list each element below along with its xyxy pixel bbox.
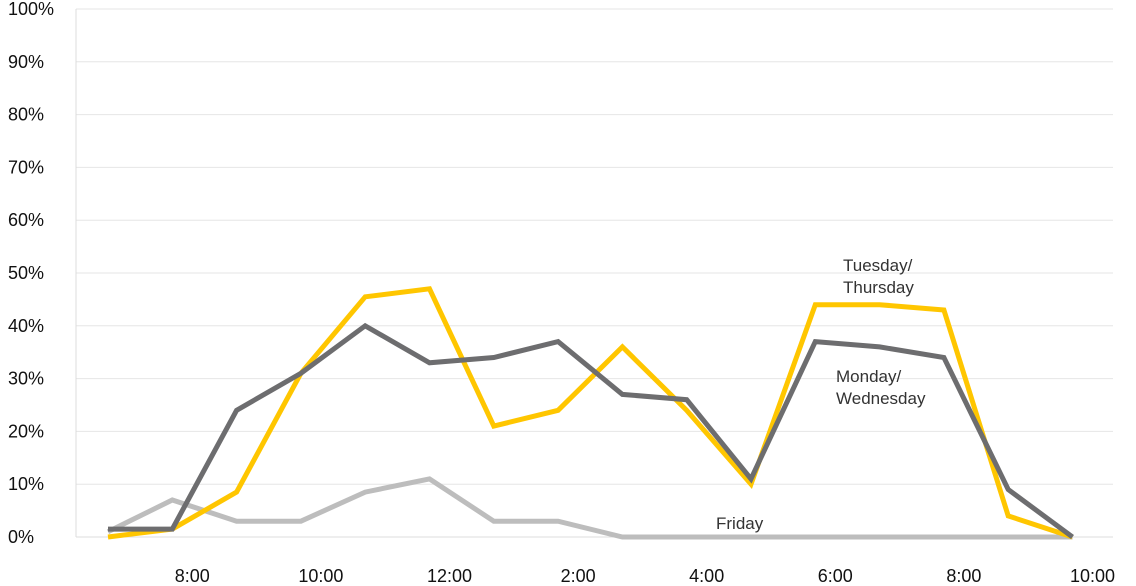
series-line-monday-wednesday bbox=[108, 322, 1074, 540]
x-tick-label: 2:00 bbox=[561, 566, 596, 586]
series-annotation-label: Thursday bbox=[843, 278, 914, 297]
y-tick-label: 50% bbox=[8, 263, 44, 283]
y-tick-label: 70% bbox=[8, 157, 44, 177]
y-tick-label: 30% bbox=[8, 369, 44, 389]
series-annotations: Tuesday/Thursday Monday/Wednesday Friday bbox=[716, 256, 926, 533]
y-tick-label: 90% bbox=[8, 52, 44, 72]
x-tick-label: 10:00 bbox=[298, 566, 343, 586]
y-tick-label: 60% bbox=[8, 210, 44, 230]
x-tick-label: 12:00 bbox=[427, 566, 472, 586]
y-tick-label: 80% bbox=[8, 105, 44, 125]
y-tick-label: 100% bbox=[8, 0, 54, 19]
y-axis-tick-labels: 0% 10% 20% 30% 40% 50% 60% 70% 80% 90% 100% bbox=[8, 0, 54, 547]
y-tick-label: 0% bbox=[8, 527, 34, 547]
series-annotation-label: Friday bbox=[716, 514, 764, 533]
x-tick-label: 8:00 bbox=[946, 566, 981, 586]
series-annotation-label: Wednesday bbox=[836, 389, 926, 408]
y-tick-label: 10% bbox=[8, 474, 44, 494]
x-tick-label: 8:00 bbox=[175, 566, 210, 586]
x-tick-label: 6:00 bbox=[818, 566, 853, 586]
x-axis-tick-labels: 8:00 10:00 12:00 2:00 4:00 6:00 8:00 10:00 bbox=[175, 566, 1115, 586]
x-tick-label: 4:00 bbox=[689, 566, 724, 586]
series-annotation-label: Monday/ bbox=[836, 367, 901, 386]
x-tick-label: 10:00 bbox=[1070, 566, 1115, 586]
series-annotation-label: Tuesday/ bbox=[843, 256, 913, 275]
series-line-tuesday-thursday bbox=[107, 286, 1074, 540]
grid-lines bbox=[75, 8, 1113, 538]
y-tick-label: 40% bbox=[8, 316, 44, 336]
series-lines bbox=[106, 286, 1074, 540]
series-line-friday bbox=[106, 476, 1073, 540]
y-tick-label: 20% bbox=[8, 421, 44, 441]
